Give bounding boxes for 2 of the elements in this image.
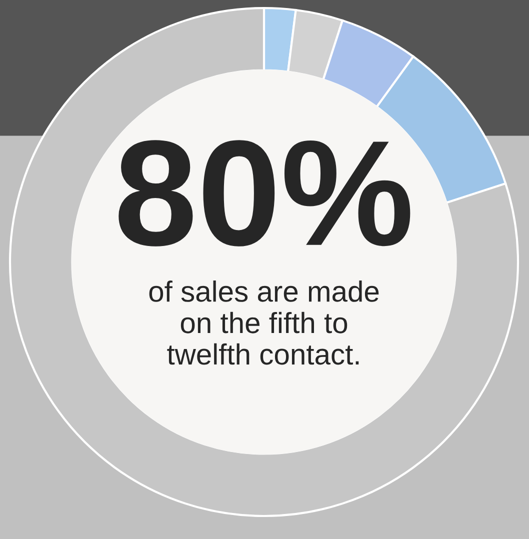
text: 80% [118,140,410,246]
text: of sales are made on the fifth to twelfth contact. [149,280,379,365]
